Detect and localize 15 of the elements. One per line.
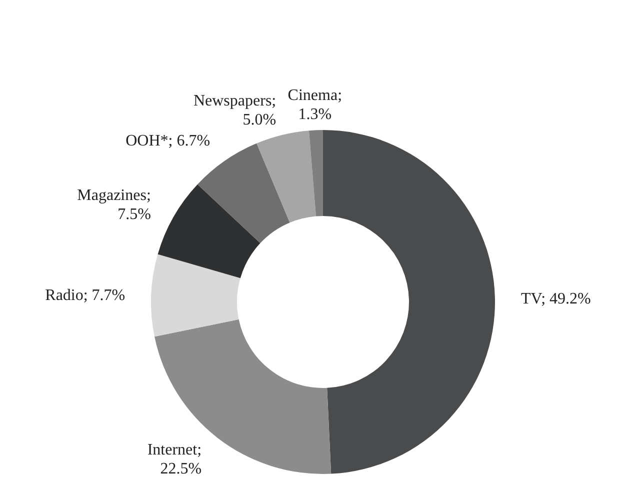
donut-slice — [256, 130, 316, 223]
slice-label: Radio — [45, 287, 84, 304]
donut-slice — [323, 130, 495, 474]
slice-label: Newspapers — [193, 92, 272, 110]
slice-label: Internet — [147, 441, 198, 458]
data-label: ; 6.7% — [168, 132, 210, 150]
slice-label: OOH* — [126, 132, 168, 150]
data-label: ; 7.7% — [83, 287, 126, 304]
slice-label: Cinema — [288, 87, 338, 104]
slice-label: TV — [520, 290, 542, 308]
donut-slice — [308, 130, 323, 216]
slice-label: Magazines — [77, 187, 146, 204]
data-label: ; 49.2% — [541, 290, 591, 308]
donut-slice — [151, 254, 240, 337]
donut-slice — [158, 184, 260, 278]
